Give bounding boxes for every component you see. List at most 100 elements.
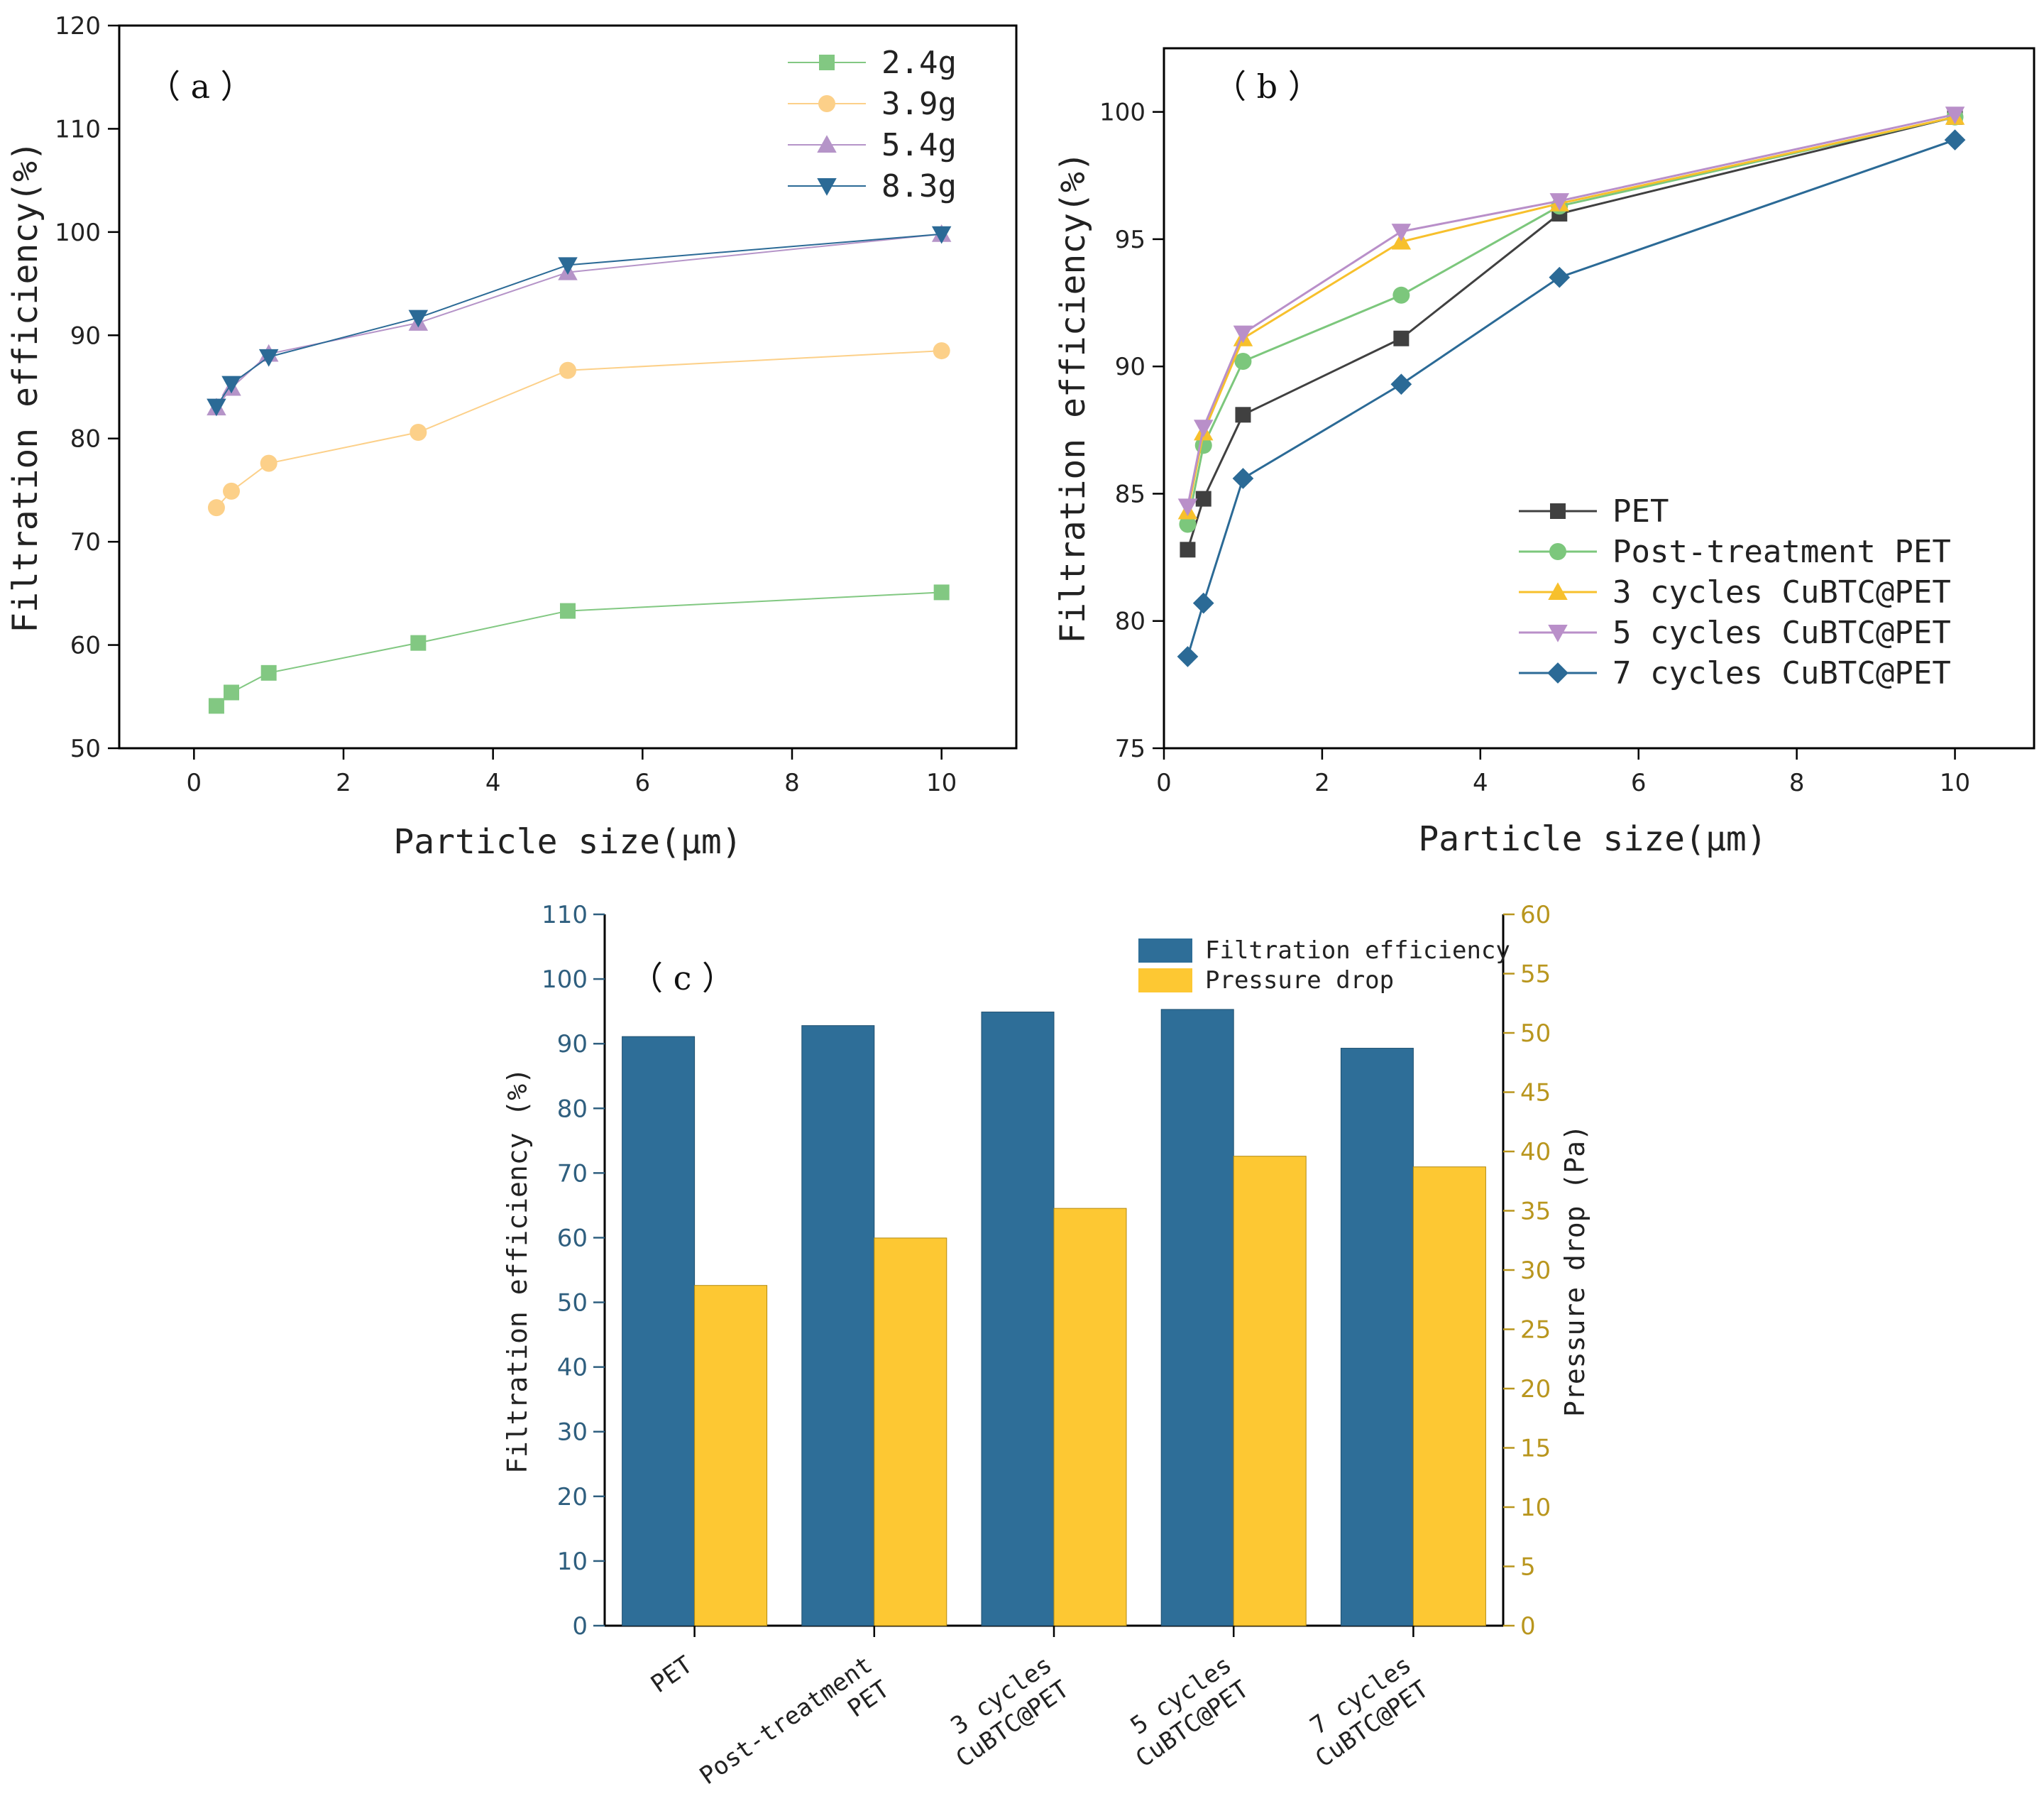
panel-c-y-tick-label: 110	[542, 901, 588, 929]
panel-a-line-chart: （ a ） Particle size(μm) Filtration effic…	[6, 12, 1018, 862]
panel-c-bar-chart: （ c ） Filtration efficiency (%) Pressure…	[502, 901, 1590, 1790]
a-y-tick-label: 60	[70, 632, 101, 660]
panel-c-legend-label-0: Filtration efficiency	[1205, 936, 1510, 965]
panel-a-series	[207, 224, 952, 714]
panel-c-category-0: PET	[646, 1651, 698, 1699]
a-legend-label-0: 2.4g	[881, 45, 957, 81]
a-x-tick-label: 0	[187, 769, 202, 797]
b-series-0-point	[1180, 542, 1196, 558]
panel-b-ticks: 0 2 4 6 8 10 75 80 85 90 95 100	[1099, 99, 1970, 797]
a-legend-marker-2	[817, 135, 837, 153]
a-series-1-point	[933, 342, 950, 360]
b-series-4-point	[1944, 129, 1966, 150]
panel-b-frame	[1163, 47, 2035, 750]
panel-c-legend-swatch-0	[1138, 938, 1192, 963]
panel-c-y-title: Filtration efficiency (%)	[502, 1068, 533, 1474]
panel-c-category-label: Post-treatment	[695, 1651, 878, 1790]
a-series-0-point	[410, 635, 427, 651]
panel-c-y-tick-label: 50	[557, 1289, 588, 1318]
b-series-0-point	[1235, 407, 1251, 423]
panel-c-y2-tick-label: 0	[1520, 1612, 1536, 1641]
a-series-3-point	[221, 376, 241, 394]
b-x-tick-label: 0	[1156, 769, 1172, 797]
panel-c-y-tick-label: 80	[557, 1095, 588, 1123]
a-series-3-point	[558, 257, 578, 275]
panel-c-bar-efficiency-0	[622, 1036, 696, 1626]
panel-c-y2-tick-label: 55	[1520, 961, 1551, 989]
b-series-3-point	[1945, 106, 1965, 124]
panel-c-legend-label-1: Pressure drop	[1205, 966, 1394, 995]
a-legend-marker-1	[818, 95, 835, 112]
panel-c-y-tick-label: 40	[557, 1354, 588, 1382]
panel-c-bar-pressure-3	[1233, 1156, 1307, 1626]
panel-c-left-ticks: 0 10 20 30 40 50 60 70 80 90 100 110	[542, 901, 605, 1641]
panel-c-y-tick-label: 30	[557, 1418, 588, 1447]
panel-c-bar-pressure-1	[874, 1237, 947, 1626]
panel-a-label: （ a ）	[148, 67, 253, 106]
panel-c-ticks: 0 10 20 30 40 50 60 70 80 90 100 110 0 5 10 15 20 25 30 35 4…	[542, 901, 1551, 1641]
panel-c-y2-tick-label: 50	[1520, 1019, 1551, 1048]
b-series-4-point	[1549, 266, 1571, 288]
a-series-0-point	[933, 584, 950, 601]
panel-c-y2-tick-label: 20	[1520, 1375, 1551, 1403]
panel-c-bar-efficiency-4	[1340, 1048, 1414, 1626]
b-series-4-point	[1177, 646, 1199, 667]
a-legend-label-2: 5.4g	[881, 127, 957, 163]
panel-c-bar-pressure-2	[1053, 1208, 1127, 1626]
b-legend-label-4: 7 cycles CuBTC@PET	[1612, 655, 1951, 691]
panel-b-label: （ b ）	[1214, 67, 1321, 106]
b-x-tick-label: 4	[1473, 769, 1488, 797]
b-legend-label-2: 3 cycles CuBTC@PET	[1612, 574, 1951, 611]
a-y-tick-label: 70	[70, 528, 101, 557]
panel-c-bar-efficiency-3	[1160, 1009, 1234, 1626]
b-x-tick-label: 2	[1314, 769, 1330, 797]
b-y-tick-label: 75	[1115, 735, 1145, 763]
a-series-0-point	[224, 684, 239, 701]
b-legend-label-0: PET	[1612, 493, 1669, 530]
a-x-tick-label: 8	[784, 769, 800, 797]
a-series-1-point	[207, 499, 225, 517]
panel-a-ticks: 0 2 4 6 8 10 50 60 70 80 90 100 110 120	[55, 12, 957, 797]
panel-c-y2-tick-label: 10	[1520, 1494, 1551, 1522]
b-series-line-1	[1186, 116, 1955, 525]
panel-b-line-chart: （ b ） Particle size(μm) Filtration effic…	[1053, 47, 2035, 859]
b-series-line-0	[1187, 116, 1955, 550]
panel-a-frame	[118, 24, 1018, 750]
panel-a-y-title: Filtration efficiency(%)	[6, 141, 45, 633]
a-series-line-3	[216, 233, 942, 407]
a-x-tick-label: 10	[926, 769, 957, 797]
a-x-tick-label: 6	[635, 769, 651, 797]
b-legend-marker-1	[1549, 543, 1566, 560]
panel-c-category-label: PET	[646, 1651, 698, 1699]
panel-c-y-tick-label: 10	[557, 1548, 588, 1576]
b-legend-marker-4	[1547, 662, 1568, 684]
b-series-0-point	[1393, 330, 1410, 346]
a-legend-marker-3	[817, 178, 837, 196]
panel-c-bar-pressure-0	[694, 1285, 768, 1626]
b-series-line-2	[1186, 116, 1955, 512]
b-legend-marker-0	[1550, 503, 1566, 519]
a-legend-label-1: 3.9g	[881, 86, 957, 122]
b-x-tick-label: 8	[1789, 769, 1805, 797]
b-y-tick-label: 85	[1115, 480, 1145, 508]
b-series-3-point	[1549, 193, 1570, 211]
a-y-tick-label: 120	[55, 12, 101, 40]
b-y-tick-label: 95	[1115, 226, 1145, 254]
panel-c-y-tick-label: 0	[572, 1612, 588, 1641]
a-y-tick-label: 90	[70, 322, 101, 350]
a-y-tick-label: 50	[70, 735, 101, 763]
b-series-3-point	[1177, 498, 1198, 517]
panel-c-y-tick-label: 20	[557, 1483, 588, 1511]
b-x-tick-label: 6	[1631, 769, 1647, 797]
a-series-0-point	[260, 664, 277, 681]
panel-c-y2-tick-label: 40	[1520, 1138, 1551, 1166]
panel-c-y2-tick-label: 30	[1520, 1257, 1551, 1285]
panel-c-y2-tick-label: 60	[1520, 901, 1551, 929]
panel-c-right-ticks: 0 5 10 15 20 25 30 35 40 45 50 55 60	[1503, 901, 1551, 1641]
b-x-tick-label: 10	[1940, 769, 1970, 797]
panel-c-bar-efficiency-2	[981, 1012, 1055, 1626]
